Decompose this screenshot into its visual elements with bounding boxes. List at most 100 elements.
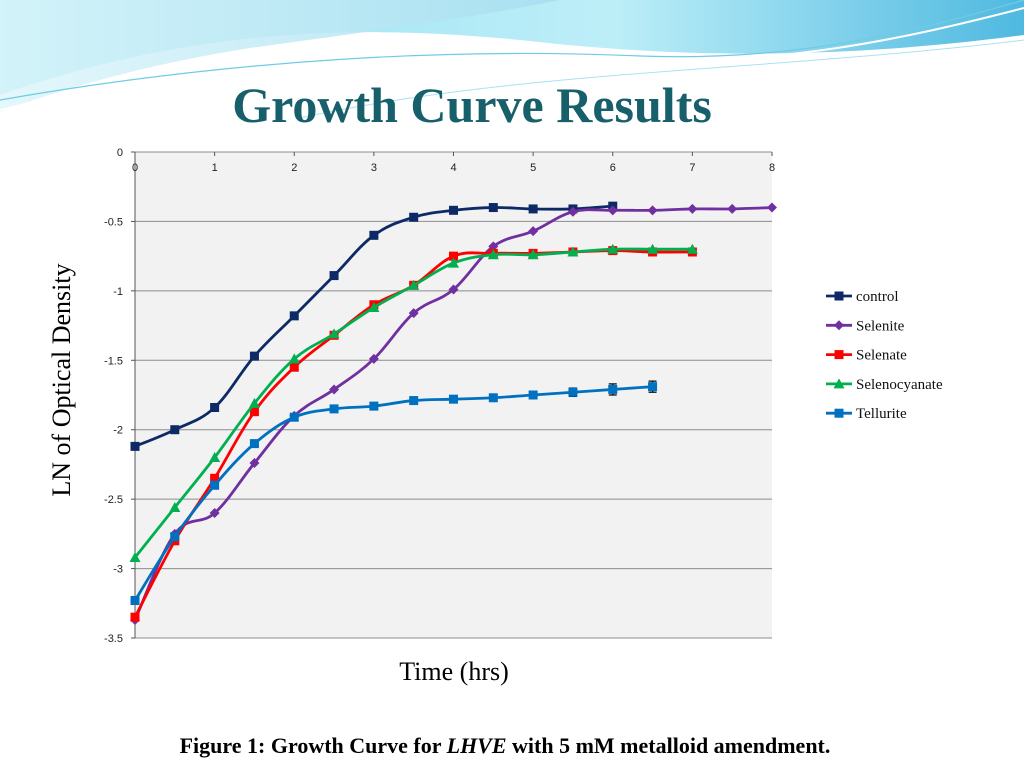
data-point — [130, 612, 140, 622]
data-point — [249, 351, 259, 361]
data-point — [647, 205, 658, 216]
data-point — [834, 350, 844, 360]
data-point — [409, 396, 419, 406]
x-tick-label: 0 — [132, 162, 138, 174]
x-tick-label: 7 — [689, 162, 695, 174]
data-point — [834, 408, 844, 418]
data-point — [687, 203, 698, 214]
data-point — [487, 249, 499, 260]
y-tick-label: -1.5 — [104, 355, 123, 367]
y-tick-label: -2 — [113, 425, 123, 437]
series-selenocyanate — [129, 243, 698, 562]
data-point — [209, 508, 220, 519]
data-point — [210, 480, 220, 490]
y-tick-label: -1 — [113, 286, 123, 298]
data-point — [686, 243, 698, 254]
data-point — [288, 353, 300, 364]
legend-label: Selenocyanate — [856, 377, 943, 393]
legend-item-tellurite: Tellurite — [826, 406, 907, 422]
legend-label: Selenate — [856, 348, 907, 364]
data-point — [607, 243, 619, 254]
data-point — [449, 205, 458, 215]
data-point — [527, 249, 539, 260]
wave-line-2 — [0, 0, 1024, 101]
data-point — [528, 204, 538, 214]
x-tick-label: 6 — [610, 162, 616, 174]
x-tick-label: 8 — [769, 162, 775, 174]
data-point — [249, 407, 259, 417]
data-point — [528, 390, 538, 400]
figure-caption: Figure 1: Growth Curve for LHVE with 5 m… — [0, 733, 1010, 759]
data-point — [488, 393, 498, 403]
data-point — [329, 271, 339, 281]
y-tick-label: -3.5 — [104, 633, 123, 645]
legend: control Selenite Selenate Selenocyanate Tell… — [826, 289, 943, 422]
caption-prefix: Figure 1: Growth Curve for — [179, 733, 447, 758]
data-point — [289, 362, 299, 372]
data-point — [607, 205, 618, 216]
data-point — [568, 387, 578, 397]
data-point — [448, 284, 459, 295]
data-point — [528, 226, 539, 237]
legend-item-selenocyanate: Selenocyanate — [826, 377, 943, 393]
data-point — [329, 404, 339, 414]
data-point — [409, 212, 419, 222]
series-layer — [129, 201, 777, 625]
data-point — [727, 203, 738, 214]
y-tick-label: -3 — [113, 564, 123, 576]
data-point — [129, 551, 141, 562]
data-point — [170, 532, 180, 542]
data-point — [608, 384, 618, 394]
y-tick-label: -0.5 — [104, 216, 123, 228]
caption-suffix: with 5 mM metalloid amendment. — [506, 733, 831, 758]
data-point — [249, 439, 259, 449]
data-point — [369, 401, 379, 411]
data-point — [329, 384, 340, 395]
data-point — [248, 397, 260, 408]
slide-header-waves — [0, 0, 1024, 119]
data-point — [408, 308, 419, 319]
data-point — [369, 230, 379, 240]
data-point — [408, 279, 420, 290]
data-point — [210, 402, 220, 412]
series-tellurite — [130, 380, 658, 606]
y-tick-label: 0 — [117, 147, 123, 159]
data-point — [767, 202, 777, 213]
data-point — [289, 412, 299, 422]
data-point — [130, 441, 140, 451]
data-point — [368, 302, 380, 313]
y-tick-label: -2.5 — [104, 494, 123, 506]
data-point — [648, 382, 658, 392]
wave-line-1 — [0, 7, 1024, 111]
data-point — [209, 451, 221, 462]
data-point — [249, 458, 260, 469]
y-axis-label: LN of Optical Density — [47, 263, 76, 497]
data-point — [449, 251, 458, 261]
data-point — [170, 425, 180, 435]
x-tick-label: 3 — [371, 162, 377, 174]
data-point — [833, 378, 845, 389]
data-point — [834, 320, 844, 331]
data-point — [368, 353, 379, 364]
slide-title: Growth Curve Results — [232, 77, 712, 133]
legend-label: Tellurite — [856, 406, 907, 422]
data-point — [130, 596, 140, 606]
legend-item-selenite: Selenite — [826, 318, 905, 334]
data-point — [567, 206, 578, 217]
x-tick-label: 4 — [450, 162, 456, 174]
data-point — [448, 257, 459, 268]
data-point — [647, 243, 659, 254]
x-tick-label: 5 — [530, 162, 536, 174]
caption-organism: LHVE — [446, 733, 507, 758]
x-tick-label: 1 — [212, 162, 218, 174]
data-point — [449, 394, 458, 404]
wave-front — [0, 0, 560, 112]
x-axis-label: Time (hrs) — [399, 657, 509, 686]
data-point — [289, 311, 299, 321]
data-point — [169, 501, 181, 512]
legend-label: Selenite — [856, 318, 905, 334]
data-point — [567, 246, 579, 257]
data-point — [210, 473, 220, 483]
legend-item-control: control — [826, 289, 899, 305]
